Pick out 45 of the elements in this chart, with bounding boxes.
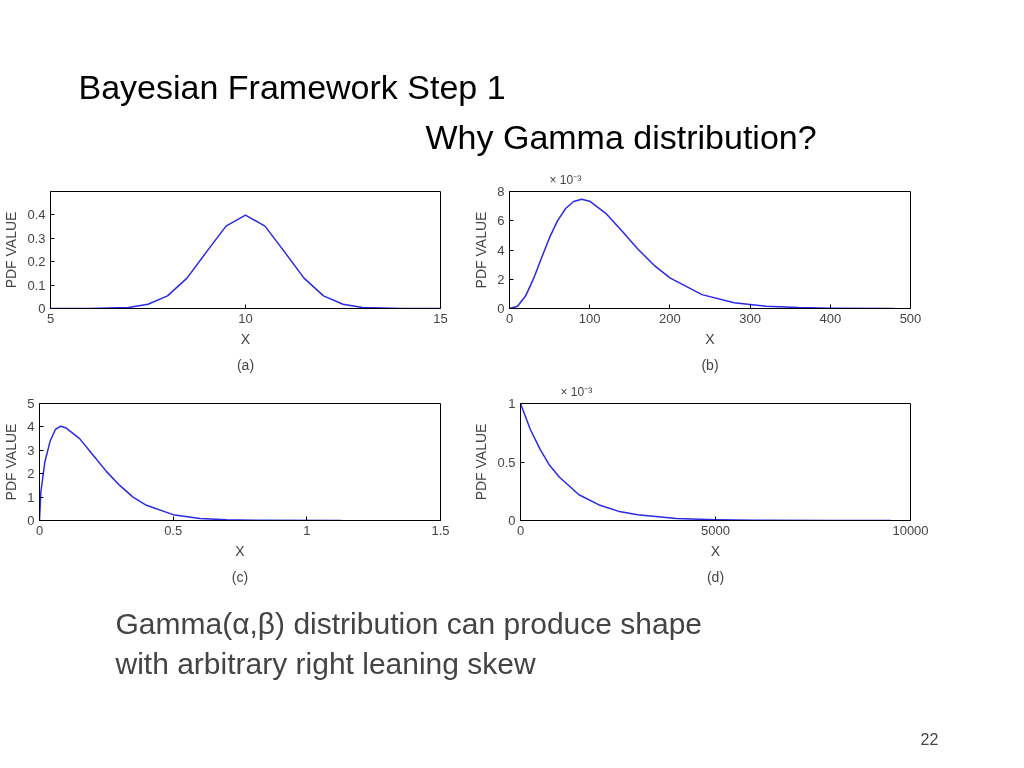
y-tick-label: 0.1	[27, 277, 46, 293]
y-axis-title: PDF VALUE	[3, 211, 20, 289]
y-tick-label: 4	[497, 242, 505, 258]
x-axis-title: X	[710, 542, 721, 559]
text: (b)	[701, 356, 719, 373]
text: × 10⁻³	[549, 172, 582, 187]
text: (c)	[231, 568, 249, 585]
x-tick-label: 1.5	[431, 522, 450, 538]
y-tick-label: 1	[508, 396, 516, 411]
y-tick-label: 0.4	[27, 207, 46, 223]
x-tick-label: 500	[899, 310, 922, 326]
y-tick-label: 8	[497, 184, 505, 199]
y-tick-label: 5	[27, 396, 35, 411]
y-tick-label: 0.2	[27, 254, 46, 270]
x-tick-label: 300	[739, 310, 761, 326]
x-tick-label: 400	[819, 310, 842, 326]
x-tick-label: 100	[578, 310, 601, 326]
x-tick-label: 5000	[701, 522, 730, 538]
x-tick-label: 0.5	[164, 522, 183, 538]
y-tick-label: 2	[497, 271, 505, 287]
y-axis-title: PDF VALUE	[3, 423, 20, 501]
y-tick-label: 3	[27, 442, 35, 458]
text: Bayesian Framework Step 1	[78, 67, 506, 106]
y-axis-title: PDF VALUE	[473, 211, 490, 289]
y-tick-label: 2	[27, 466, 35, 482]
y-tick-label: 0.5	[497, 454, 516, 470]
text: 22	[920, 730, 939, 748]
y-tick-label: 0.3	[27, 230, 46, 246]
x-axis-title: X	[240, 330, 251, 347]
x-tick-label: 200	[659, 310, 681, 326]
text: Why Gamma distribution?	[425, 117, 817, 156]
x-tick-label: 10000	[892, 522, 929, 538]
x-axis-title: X	[235, 542, 246, 559]
x-axis-title: X	[705, 330, 716, 347]
y-axis-title: PDF VALUE	[473, 423, 490, 501]
y-tick-label: 1	[27, 489, 35, 505]
text: Gamma(α,β) distribution can produce shape with arbitrary right leaning skew	[114, 606, 703, 680]
x-tick-label: 1	[303, 522, 311, 538]
x-tick-label: 15	[433, 310, 448, 326]
text: (d)	[706, 568, 725, 585]
text: (a)	[236, 356, 255, 373]
y-tick-label: 6	[497, 213, 505, 229]
text: × 10⁻³	[560, 384, 593, 399]
y-tick-label: 4	[27, 419, 35, 435]
x-tick-label: 10	[238, 310, 253, 326]
